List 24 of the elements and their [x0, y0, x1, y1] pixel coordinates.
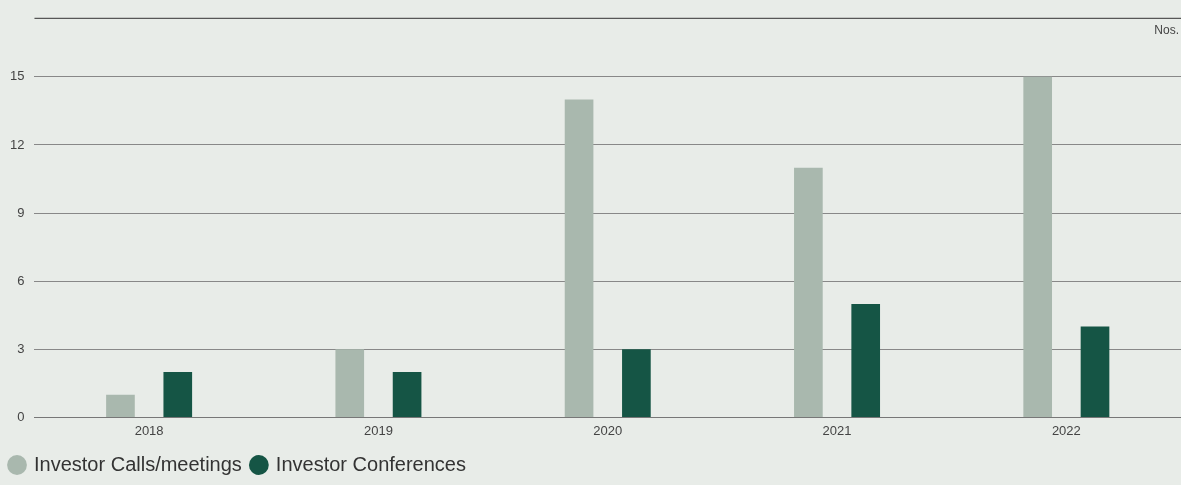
x-tick-label: 2021	[822, 422, 852, 438]
y-tick-label: 9	[17, 204, 25, 220]
bar	[564, 99, 594, 417]
bar	[335, 349, 365, 417]
bar	[163, 371, 193, 417]
y-tick-label: 3	[17, 340, 25, 356]
bar	[1080, 326, 1110, 417]
x-tick-label: 2019	[363, 422, 393, 438]
bar	[1023, 76, 1053, 417]
bar	[392, 371, 422, 417]
x-tick-label: 2022	[1051, 422, 1081, 438]
y-axis-title: Nos.	[1154, 23, 1179, 38]
bar	[106, 394, 135, 417]
bar	[622, 349, 651, 417]
y-tick-label: 12	[9, 136, 25, 152]
y-tick-label: 15	[9, 68, 25, 84]
bar	[851, 303, 881, 417]
x-tick-label: 2018	[134, 422, 164, 438]
bar	[794, 167, 823, 417]
legend-label: Investor Conferences	[275, 452, 466, 475]
x-tick-label: 2020	[593, 422, 623, 438]
y-tick-label: 0	[17, 408, 25, 424]
y-tick-label: 6	[17, 272, 25, 288]
legend-label: Investor Calls/meetings	[34, 452, 242, 475]
